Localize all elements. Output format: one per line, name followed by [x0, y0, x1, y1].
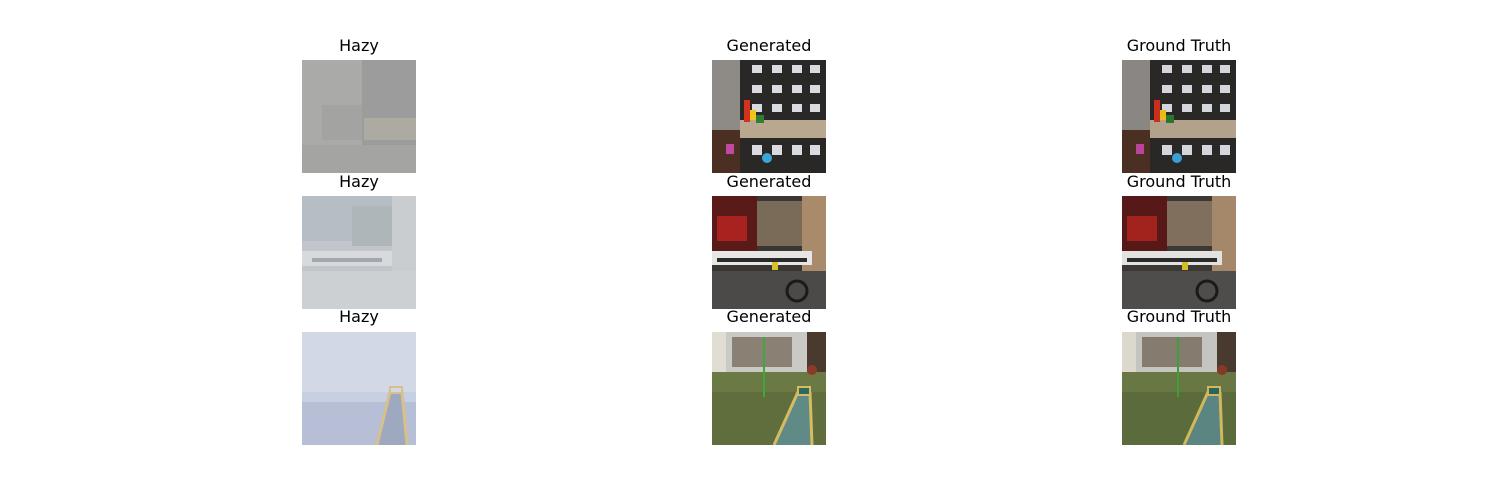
title-row3-generated: Generated [726, 307, 812, 326]
ground-truth-image-row1 [1122, 60, 1236, 173]
ground-truth-image-row2 [1122, 196, 1236, 309]
title-row1-ground-truth: Ground Truth [1126, 36, 1232, 55]
title-row3-ground-truth: Ground Truth [1126, 307, 1232, 326]
generated-image-row1 [712, 60, 826, 173]
title-row2-ground-truth: Ground Truth [1126, 172, 1232, 191]
hazy-image-row1 [302, 60, 416, 173]
generated-image-row2 [712, 196, 826, 309]
title-row3-hazy: Hazy [339, 307, 379, 326]
generated-image-row3 [712, 332, 826, 445]
ground-truth-image-row3 [1122, 332, 1236, 445]
hazy-image-row3 [302, 332, 416, 445]
title-row1-generated: Generated [726, 36, 812, 55]
title-row2-generated: Generated [726, 172, 812, 191]
hazy-image-row2 [302, 196, 416, 309]
title-row1-hazy: Hazy [339, 36, 379, 55]
title-row2-hazy: Hazy [339, 172, 379, 191]
